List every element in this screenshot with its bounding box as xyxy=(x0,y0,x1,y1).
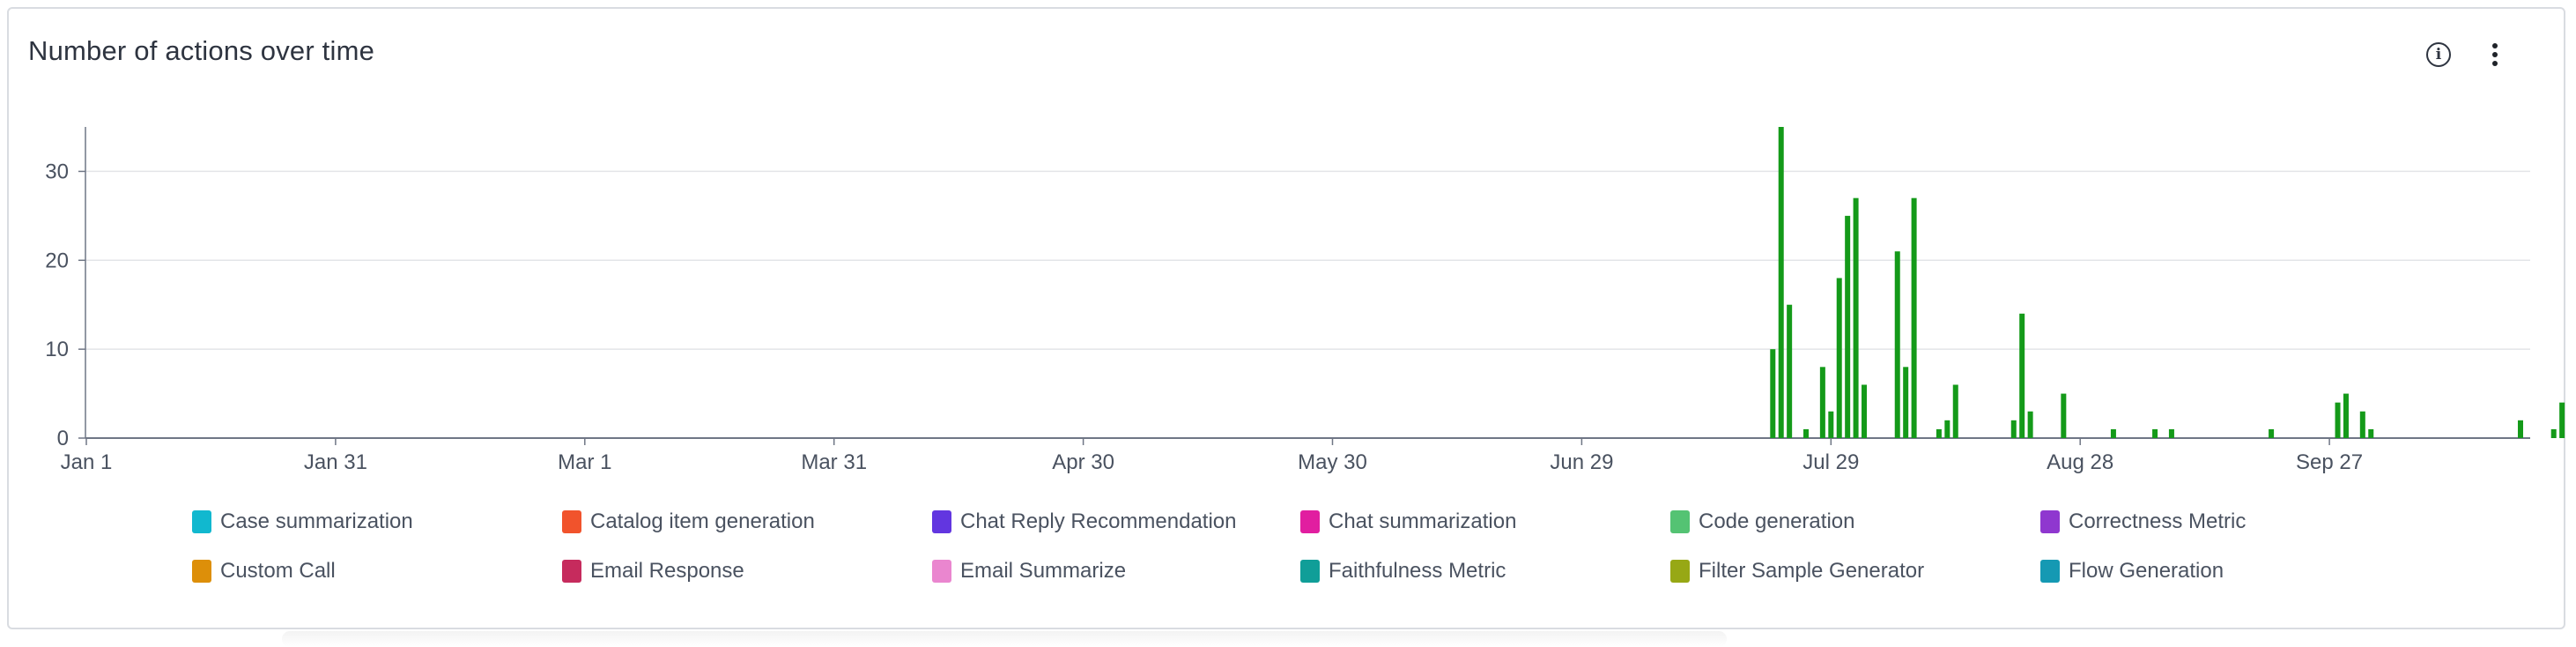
legend-item[interactable]: Email Summarize xyxy=(932,559,1126,584)
legend-item[interactable]: Catalog item generation xyxy=(562,509,815,534)
bar xyxy=(1944,420,1951,438)
x-tick-label: Mar 1 xyxy=(558,450,611,474)
bar xyxy=(1787,304,1793,438)
info-icon[interactable]: i xyxy=(2421,37,2456,72)
bar xyxy=(1862,384,1868,438)
legend-label: Case summarization xyxy=(220,509,413,533)
bar xyxy=(1819,367,1825,438)
legend-swatch xyxy=(192,510,211,533)
legend-swatch xyxy=(562,560,581,583)
y-tick-label: 20 xyxy=(45,249,69,272)
bar xyxy=(2269,428,2275,438)
x-tick-label: Jul 29 xyxy=(1802,450,1859,474)
x-tick-label: Jan 31 xyxy=(304,450,367,474)
bar xyxy=(1894,251,1900,438)
bar xyxy=(1911,197,1917,438)
bar xyxy=(1853,197,1859,438)
bar xyxy=(2019,313,2025,438)
bar xyxy=(1778,127,1784,438)
bar xyxy=(2368,428,2374,438)
legend-item[interactable]: Chat Reply Recommendation xyxy=(932,509,1237,534)
legend-label: Correctness Metric xyxy=(2069,509,2247,533)
bar xyxy=(1952,384,1958,438)
legend-label: Chat Reply Recommendation xyxy=(960,509,1237,533)
legend-label: Filter Sample Generator xyxy=(1699,559,1925,583)
legend-swatch xyxy=(1300,560,1320,583)
bar xyxy=(1828,411,1834,438)
bar xyxy=(1845,215,1851,438)
bar xyxy=(2061,393,2067,438)
x-tick-label: May 30 xyxy=(1298,450,1367,474)
info-icon-glyph: i xyxy=(2426,42,2451,67)
legend-label: Email Summarize xyxy=(960,559,1127,583)
legend-label: Chat summarization xyxy=(1329,509,1517,533)
more-vertical-icon[interactable] xyxy=(2477,37,2513,72)
legend-item[interactable]: Correctness Metric xyxy=(2040,509,2246,534)
chart-card xyxy=(7,7,2565,629)
legend-swatch xyxy=(1300,510,1320,533)
bar xyxy=(1936,428,1942,438)
legend-item[interactable]: Code generation xyxy=(1670,509,1854,534)
scroll-shadow xyxy=(282,631,1727,647)
bar xyxy=(1903,367,1909,438)
bar xyxy=(2550,428,2557,438)
legend-label: Custom Call xyxy=(220,559,336,583)
bar xyxy=(2343,393,2349,438)
legend-label: Code generation xyxy=(1699,509,1855,533)
legend-label: Faithfulness Metric xyxy=(1329,559,1506,583)
legend-swatch xyxy=(932,560,951,583)
y-tick-label: 0 xyxy=(57,427,69,450)
legend-item[interactable]: Faithfulness Metric xyxy=(1300,559,1506,584)
legend-item[interactable]: Flow Generation xyxy=(2040,559,2224,584)
x-tick-label: Mar 31 xyxy=(801,450,867,474)
bar xyxy=(2517,420,2523,438)
bar xyxy=(2335,402,2341,438)
bar xyxy=(1803,428,1810,438)
bar xyxy=(2559,402,2565,438)
bar xyxy=(2010,420,2017,438)
bar xyxy=(2168,428,2174,438)
legend-item[interactable]: Email Response xyxy=(562,559,744,584)
legend-swatch xyxy=(1670,510,1690,533)
legend-label: Flow Generation xyxy=(2069,559,2224,583)
legend-item[interactable]: Filter Sample Generator xyxy=(1670,559,1924,584)
bar xyxy=(2152,428,2158,438)
y-tick-label: 10 xyxy=(45,338,69,361)
x-tick-label: Jun 29 xyxy=(1550,450,1613,474)
bar xyxy=(2027,411,2033,438)
bar xyxy=(1770,349,1776,438)
y-tick-label: 30 xyxy=(45,160,69,183)
legend-item[interactable]: Case summarization xyxy=(192,509,413,534)
legend-item[interactable]: Chat summarization xyxy=(1300,509,1516,534)
legend-label: Email Response xyxy=(590,559,744,583)
x-tick-label: Aug 28 xyxy=(2047,450,2113,474)
legend-swatch xyxy=(562,510,581,533)
legend-label: Catalog item generation xyxy=(590,509,815,533)
legend-swatch xyxy=(932,510,951,533)
legend-swatch xyxy=(1670,560,1690,583)
kebab-dots xyxy=(2492,43,2498,66)
legend-item[interactable]: Custom Call xyxy=(192,559,336,584)
x-tick-label: Jan 1 xyxy=(61,450,113,474)
card-title: Number of actions over time xyxy=(28,35,375,66)
bar xyxy=(2359,411,2365,438)
x-tick-label: Apr 30 xyxy=(1052,450,1114,474)
x-tick-label: Sep 27 xyxy=(2296,450,2363,474)
bar xyxy=(2110,428,2116,438)
bar xyxy=(1836,278,1842,438)
legend-swatch xyxy=(2040,560,2060,583)
legend-swatch xyxy=(192,560,211,583)
legend-swatch xyxy=(2040,510,2060,533)
